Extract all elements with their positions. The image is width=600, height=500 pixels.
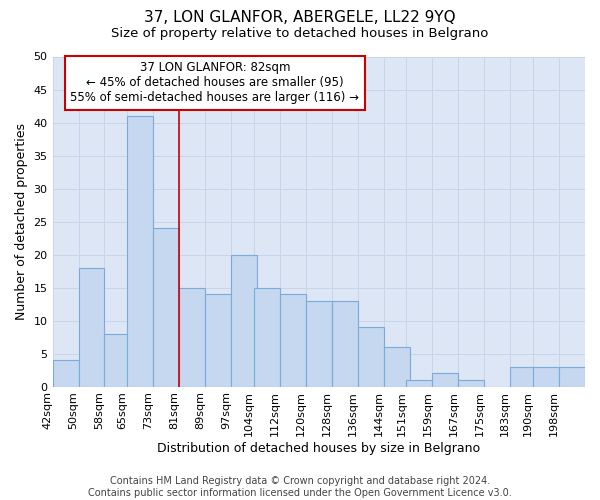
Bar — [153, 228, 179, 386]
Bar — [384, 347, 410, 387]
Bar — [205, 294, 231, 386]
Text: Size of property relative to detached houses in Belgrano: Size of property relative to detached ho… — [112, 28, 488, 40]
Bar — [79, 268, 104, 386]
Bar — [179, 288, 205, 386]
Y-axis label: Number of detached properties: Number of detached properties — [15, 123, 28, 320]
X-axis label: Distribution of detached houses by size in Belgrano: Distribution of detached houses by size … — [157, 442, 481, 455]
Bar — [254, 288, 280, 386]
Bar — [559, 367, 585, 386]
Bar — [406, 380, 433, 386]
Bar — [433, 374, 458, 386]
Bar — [53, 360, 79, 386]
Bar — [231, 254, 257, 386]
Bar — [332, 301, 358, 386]
Text: 37 LON GLANFOR: 82sqm
← 45% of detached houses are smaller (95)
55% of semi-deta: 37 LON GLANFOR: 82sqm ← 45% of detached … — [70, 62, 359, 104]
Bar — [511, 367, 536, 386]
Bar — [104, 334, 130, 386]
Bar — [306, 301, 332, 386]
Bar — [533, 367, 559, 386]
Text: 37, LON GLANFOR, ABERGELE, LL22 9YQ: 37, LON GLANFOR, ABERGELE, LL22 9YQ — [144, 10, 456, 25]
Bar — [358, 327, 384, 386]
Bar — [280, 294, 306, 386]
Bar — [458, 380, 484, 386]
Bar — [127, 116, 153, 386]
Text: Contains HM Land Registry data © Crown copyright and database right 2024.
Contai: Contains HM Land Registry data © Crown c… — [88, 476, 512, 498]
